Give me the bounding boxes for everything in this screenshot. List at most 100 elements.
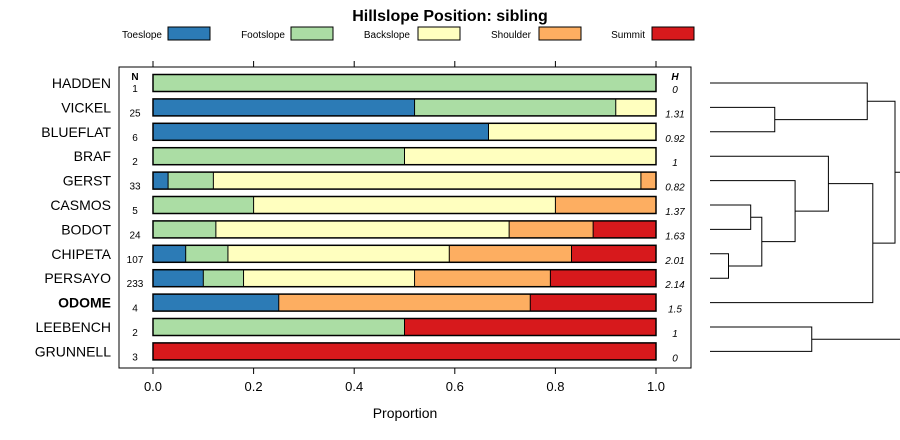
h-value: 0 — [672, 85, 678, 96]
row-label: BODOT — [61, 221, 111, 237]
row-label: CASMOS — [50, 197, 111, 213]
bar-segment — [213, 172, 641, 190]
row-label: BLUEFLAT — [41, 124, 111, 140]
bar-segment — [153, 98, 415, 116]
bar-segment — [278, 294, 531, 312]
dendrogram-link — [867, 100, 896, 244]
bar-segment — [404, 147, 656, 165]
n-value: 3 — [132, 352, 138, 363]
row-label: HADDEN — [52, 75, 111, 91]
bar-segment — [414, 269, 551, 287]
bar-segment — [153, 172, 169, 190]
legend-swatch — [651, 26, 695, 41]
bar-segment — [168, 172, 214, 190]
bar-segment — [153, 220, 216, 238]
x-tick-label: 0.6 — [446, 379, 464, 394]
x-tick-label: 0.2 — [245, 379, 263, 394]
n-value: 25 — [129, 108, 141, 119]
row-label: ODOME — [58, 295, 111, 311]
h-value: 2.14 — [664, 280, 685, 291]
bar-segment — [488, 123, 656, 141]
h-value: 1 — [672, 158, 678, 169]
bar-segment — [153, 294, 279, 312]
bar-segment — [153, 147, 405, 165]
legend-swatch — [167, 26, 211, 41]
bar-segment — [414, 98, 616, 116]
x-tick-label: 0.8 — [546, 379, 564, 394]
bar-segment — [153, 123, 489, 141]
bar-segment — [153, 342, 656, 360]
n-value: 233 — [127, 279, 144, 290]
n-value: 6 — [132, 133, 138, 144]
bar-segment — [227, 245, 450, 263]
bar-outline — [152, 244, 657, 264]
bar-outline — [152, 268, 657, 288]
bar-segment — [640, 172, 656, 190]
bar-segment — [215, 220, 510, 238]
bar-segment — [153, 245, 186, 263]
dendrogram-link — [728, 216, 763, 267]
bar-segment — [550, 269, 656, 287]
row-label: VICKEL — [61, 99, 111, 115]
h-value: 0 — [672, 353, 678, 364]
bar-segment — [404, 318, 656, 336]
n-value: 5 — [132, 206, 138, 217]
bar-outline — [152, 122, 657, 142]
bar-outline — [152, 171, 657, 190]
n-value: 107 — [127, 255, 144, 266]
dendrogram-link — [710, 155, 829, 212]
n-value: 4 — [132, 304, 138, 315]
dendrogram-link — [710, 183, 874, 304]
n-value: 1 — [132, 84, 138, 95]
legend: Toeslope Footslope Backslope Shoulder Summit — [122, 26, 695, 41]
row-label: GERST — [63, 173, 112, 189]
bar-segment — [153, 269, 204, 287]
bar-segment — [530, 294, 656, 312]
bar-outline — [152, 146, 657, 166]
row-label: LEEBENCH — [36, 319, 111, 335]
h-value: 1.37 — [665, 207, 685, 218]
n-value: 2 — [132, 328, 138, 339]
x-tick-label: 0.0 — [144, 379, 162, 394]
dendrogram-link — [710, 326, 813, 352]
row-label: GRUNNELL — [35, 343, 111, 359]
bar-outline — [152, 195, 657, 215]
dendrogram-link — [710, 82, 868, 121]
bar-segment — [153, 74, 656, 92]
h-value: 1.5 — [668, 305, 682, 316]
h-value: 0.92 — [665, 134, 685, 145]
h-value: 1.63 — [665, 231, 685, 242]
bar-outline — [152, 293, 657, 312]
bar-segment — [571, 245, 656, 263]
legend-label: Toeslope — [122, 30, 162, 41]
bar-segment — [153, 318, 405, 336]
bar-segment — [253, 196, 556, 214]
h-value: 1.31 — [665, 109, 684, 120]
legend-label: Footslope — [241, 30, 285, 41]
legend-label: Shoulder — [491, 30, 532, 41]
plot-panel — [118, 66, 692, 369]
chart-title: Hillslope Position: sibling — [352, 8, 548, 25]
n-column-header: N — [131, 72, 138, 83]
h-value: 2.01 — [664, 256, 684, 267]
dendrogram — [710, 82, 900, 352]
legend-swatch — [290, 26, 334, 41]
bar-segment — [203, 269, 244, 287]
n-value: 33 — [129, 182, 141, 193]
legend-swatch — [538, 26, 582, 41]
dendrogram-link — [710, 253, 729, 279]
bar-segment — [243, 269, 415, 287]
legend-label: Backslope — [364, 30, 411, 41]
x-axis: 0.0 0.2 0.4 0.6 0.8 1.0 — [144, 61, 665, 394]
row-label: CHIPETA — [51, 246, 111, 262]
dendrogram-link — [811, 171, 900, 340]
x-tick-label: 1.0 — [647, 379, 665, 394]
dendrogram-link — [710, 204, 752, 230]
bar-segment — [615, 98, 656, 116]
dendrogram-link — [710, 180, 796, 243]
x-tick-label: 0.4 — [345, 379, 363, 394]
bar-segment — [185, 245, 228, 263]
bar-outline — [152, 342, 657, 361]
